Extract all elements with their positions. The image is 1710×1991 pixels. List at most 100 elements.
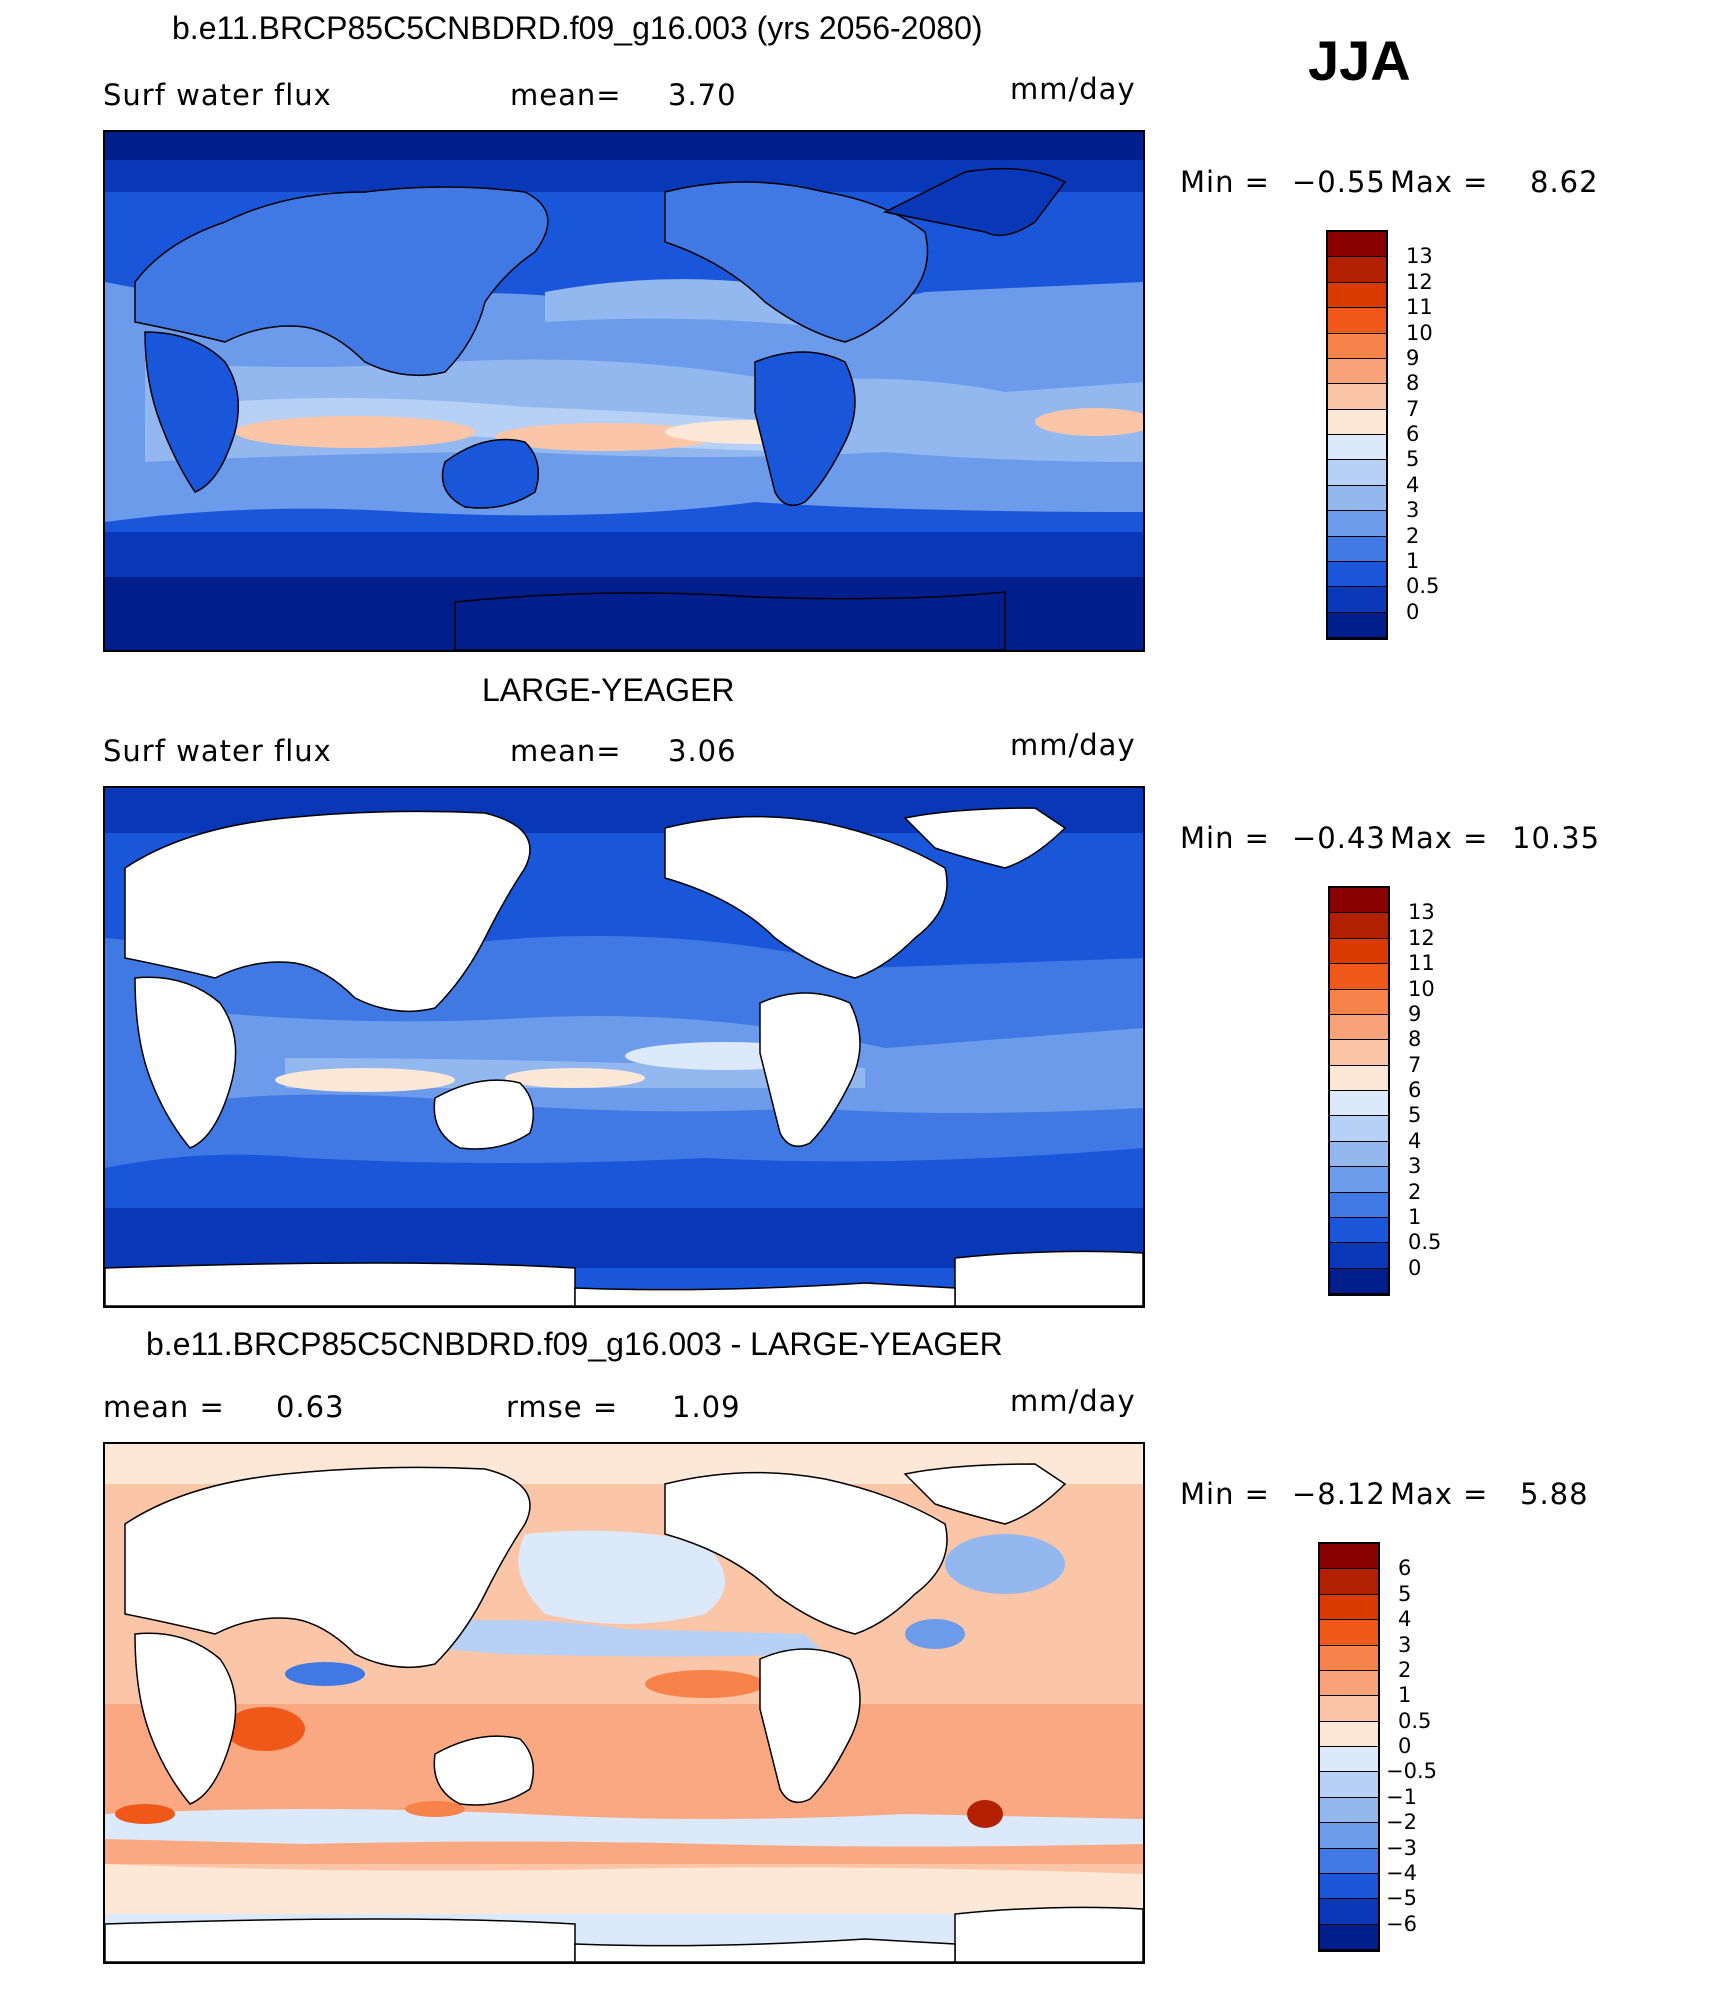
colorbar-label: 7 — [1406, 396, 1420, 421]
colorbar-swatch — [1328, 308, 1386, 334]
panel-1-colorbar: 13 12 11 10 9 8 7 6 5 4 3 2 1 0.5 0 — [1326, 230, 1439, 640]
colorbar-swatch — [1330, 1014, 1388, 1041]
panel-1-map-svg — [105, 132, 1143, 650]
colorbar-swatch — [1330, 1268, 1388, 1294]
colorbar-label: 6 — [1408, 1078, 1422, 1102]
colorbar-label: 8 — [1408, 1027, 1422, 1052]
colorbar-label: 9 — [1406, 345, 1420, 370]
colorbar-label: 6 — [1406, 422, 1420, 446]
panel-1-max-label: Max = — [1390, 165, 1489, 199]
colorbar-swatch — [1328, 409, 1386, 435]
colorbar-swatch — [1330, 1167, 1388, 1193]
colorbar-label: −0.5 — [1386, 1759, 1437, 1784]
colorbar-label: 3 — [1406, 498, 1420, 523]
colorbar-label: 2 — [1408, 1179, 1422, 1204]
colorbar-label: −6 — [1386, 1911, 1417, 1936]
colorbar-label: 0.5 — [1406, 574, 1440, 599]
colorbar-swatch — [1328, 384, 1386, 410]
panel-2-variable-label: Surf water flux — [103, 734, 332, 768]
colorbar-swatch — [1328, 587, 1386, 613]
colorbar-label: 10 — [1406, 320, 1433, 345]
colorbar-swatch — [1320, 1772, 1378, 1798]
colorbar-label: 11 — [1406, 295, 1433, 320]
colorbar-label: 7 — [1408, 1052, 1422, 1077]
colorbar-label: 4 — [1406, 472, 1420, 497]
panel-2-map — [103, 786, 1145, 1308]
colorbar-label: 3 — [1398, 1632, 1412, 1657]
colorbar-label: −5 — [1386, 1886, 1417, 1911]
colorbar-swatch — [1320, 1721, 1378, 1747]
colorbar-label: −1 — [1386, 1784, 1417, 1809]
panel-2-max-value: 10.35 — [1512, 821, 1601, 855]
panel-3-min-label: Min = — [1180, 1477, 1270, 1511]
colorbar-swatch — [1328, 485, 1386, 512]
colorbar-swatch — [1320, 1696, 1378, 1722]
panel-2-units: mm/day — [1010, 728, 1136, 762]
panel-3-map-svg — [105, 1444, 1143, 1962]
colorbar-label: 1 — [1398, 1683, 1412, 1708]
panel-1-variable-label: Surf water flux — [103, 78, 332, 112]
colorbar-swatch — [1330, 938, 1388, 965]
panel-1-map — [103, 130, 1145, 652]
colorbar-label: 12 — [1406, 269, 1433, 294]
colorbar-swatch — [1320, 1924, 1378, 1950]
colorbar-label: 0 — [1408, 1255, 1422, 1280]
colorbar-swatch — [1330, 1091, 1388, 1117]
colorbar-swatch — [1320, 1848, 1378, 1874]
colorbar-swatch — [1320, 1747, 1378, 1773]
panel-2-mean-label: mean= — [510, 734, 622, 768]
colorbar-swatch — [1320, 1873, 1378, 1900]
colorbar-label: 0.5 — [1408, 1230, 1442, 1255]
panel-2-map-svg — [105, 788, 1143, 1306]
panel-1-mean-value: 3.70 — [668, 78, 737, 112]
panel-2-title: LARGE-YEAGER — [482, 672, 735, 708]
colorbar-swatch — [1328, 536, 1386, 562]
colorbar-swatch — [1328, 232, 1386, 258]
colorbar-swatch — [1320, 1670, 1378, 1697]
colorbar-swatch — [1330, 1065, 1388, 1091]
panel-1-mean-label: mean= — [510, 78, 622, 112]
colorbar-swatch — [1330, 1192, 1388, 1218]
colorbar-label: −3 — [1386, 1835, 1417, 1860]
panel-1-min-value: −0.55 — [1292, 165, 1386, 199]
colorbar-label: 6 — [1398, 1556, 1412, 1581]
panel-1-units: mm/day — [1010, 72, 1136, 106]
colorbar-swatch — [1330, 989, 1388, 1015]
panel-1-max-value: 8.62 — [1530, 165, 1599, 199]
colorbar-label: 13 — [1408, 900, 1435, 925]
colorbar-swatch — [1330, 1040, 1388, 1066]
colorbar-label: 3 — [1408, 1154, 1422, 1179]
colorbar-label: 12 — [1408, 925, 1435, 950]
colorbar-label: 0 — [1398, 1734, 1412, 1758]
colorbar-label: 2 — [1406, 523, 1420, 548]
colorbar-swatch — [1320, 1620, 1378, 1646]
colorbar-label: 1 — [1408, 1204, 1422, 1229]
panel-3-max-label: Max = — [1390, 1477, 1489, 1511]
panel-3-min-value: −8.12 — [1292, 1477, 1386, 1511]
colorbar-label: 8 — [1406, 371, 1420, 396]
season-label: JJA — [1308, 29, 1411, 92]
colorbar-swatch — [1328, 511, 1386, 537]
panel-2-colorbar: 13 12 11 10 9 8 7 6 5 4 3 2 1 0.5 0 — [1328, 886, 1441, 1296]
colorbar-label: 5 — [1408, 1103, 1422, 1128]
panel-3-title: b.e11.BRCP85C5CNBDRD.f09_g16.003 - LARGE… — [146, 1326, 1003, 1362]
panel-3-max-value: 5.88 — [1520, 1477, 1589, 1511]
panel-1-title: b.e11.BRCP85C5CNBDRD.f09_g16.003 (yrs 20… — [172, 10, 983, 46]
colorbar-label: 9 — [1408, 1001, 1422, 1026]
colorbar-swatch — [1328, 333, 1386, 359]
colorbar-swatch — [1330, 1217, 1388, 1244]
colorbar-swatch — [1328, 460, 1386, 486]
colorbar-label: 11 — [1408, 951, 1435, 976]
colorbar-label: −4 — [1386, 1860, 1417, 1885]
panel-2-mean-value: 3.06 — [668, 734, 737, 768]
colorbar-label: 1 — [1406, 548, 1420, 573]
colorbar-swatch — [1328, 358, 1386, 385]
colorbar-swatch — [1320, 1797, 1378, 1824]
colorbar-swatch — [1328, 257, 1386, 283]
colorbar-swatch — [1330, 888, 1388, 914]
colorbar-swatch — [1328, 561, 1386, 588]
colorbar-swatch — [1330, 1141, 1388, 1168]
panel-1-min-label: Min = — [1180, 165, 1270, 199]
colorbar-swatch — [1320, 1544, 1378, 1570]
colorbar-swatch — [1320, 1899, 1378, 1925]
